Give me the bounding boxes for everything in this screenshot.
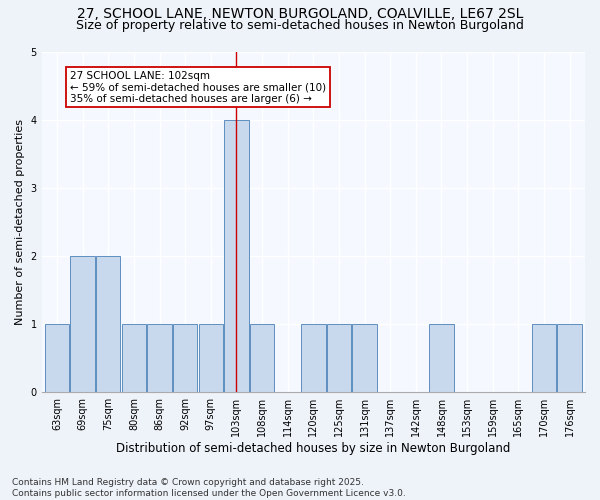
Bar — [557, 324, 582, 392]
Bar — [327, 324, 351, 392]
Text: Size of property relative to semi-detached houses in Newton Burgoland: Size of property relative to semi-detach… — [76, 19, 524, 32]
Bar — [301, 324, 326, 392]
Bar — [173, 324, 197, 392]
Bar — [250, 324, 274, 392]
Bar — [70, 256, 95, 392]
Text: 27, SCHOOL LANE, NEWTON BURGOLAND, COALVILLE, LE67 2SL: 27, SCHOOL LANE, NEWTON BURGOLAND, COALV… — [77, 8, 523, 22]
Bar — [224, 120, 248, 392]
Bar — [122, 324, 146, 392]
Text: 27 SCHOOL LANE: 102sqm
← 59% of semi-detached houses are smaller (10)
35% of sem: 27 SCHOOL LANE: 102sqm ← 59% of semi-det… — [70, 70, 326, 104]
Bar — [532, 324, 556, 392]
Bar — [148, 324, 172, 392]
Bar — [352, 324, 377, 392]
Bar — [199, 324, 223, 392]
Text: Contains HM Land Registry data © Crown copyright and database right 2025.
Contai: Contains HM Land Registry data © Crown c… — [12, 478, 406, 498]
Bar — [45, 324, 69, 392]
Y-axis label: Number of semi-detached properties: Number of semi-detached properties — [15, 119, 25, 325]
X-axis label: Distribution of semi-detached houses by size in Newton Burgoland: Distribution of semi-detached houses by … — [116, 442, 511, 455]
Bar — [96, 256, 121, 392]
Bar — [430, 324, 454, 392]
